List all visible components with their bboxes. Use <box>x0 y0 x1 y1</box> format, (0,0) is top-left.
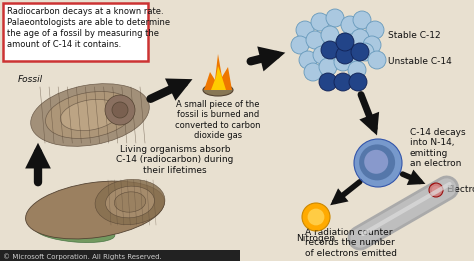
Circle shape <box>348 61 366 79</box>
Circle shape <box>429 183 443 197</box>
Circle shape <box>353 11 371 29</box>
Circle shape <box>366 21 384 39</box>
Ellipse shape <box>95 179 165 225</box>
Circle shape <box>302 203 330 231</box>
Circle shape <box>341 16 359 34</box>
Circle shape <box>351 43 369 61</box>
Circle shape <box>334 73 352 91</box>
Text: Stable C-12: Stable C-12 <box>388 31 441 39</box>
Ellipse shape <box>46 92 135 139</box>
FancyBboxPatch shape <box>0 250 240 261</box>
Circle shape <box>356 43 374 61</box>
Circle shape <box>112 102 128 118</box>
Circle shape <box>368 51 386 69</box>
Circle shape <box>304 63 322 81</box>
Polygon shape <box>211 66 226 90</box>
Circle shape <box>336 33 354 51</box>
Ellipse shape <box>203 84 233 96</box>
Circle shape <box>336 46 354 64</box>
Text: Electron: Electron <box>446 186 474 194</box>
Circle shape <box>343 49 361 67</box>
Circle shape <box>364 150 388 174</box>
Circle shape <box>351 29 369 47</box>
Circle shape <box>334 53 352 71</box>
Ellipse shape <box>106 186 155 218</box>
Text: Fossil: Fossil <box>18 75 43 84</box>
Text: © Microsoft Corporation. All Rights Reserved.: © Microsoft Corporation. All Rights Rese… <box>3 254 162 260</box>
Text: C-14 decays
into N-14,
emitting
an electron: C-14 decays into N-14, emitting an elect… <box>410 128 465 168</box>
Circle shape <box>291 36 309 54</box>
Text: Unstable C-14: Unstable C-14 <box>388 57 452 67</box>
Ellipse shape <box>114 192 146 212</box>
Circle shape <box>336 33 354 51</box>
Ellipse shape <box>31 84 149 146</box>
Text: Radiocarbon decays at a known rate.
Palaeontologists are able to determine
the a: Radiocarbon decays at a known rate. Pala… <box>7 7 170 49</box>
Ellipse shape <box>60 99 119 131</box>
Text: Living organisms absorb
C-14 (radiocarbon) during
their lifetimes: Living organisms absorb C-14 (radiocarbo… <box>116 145 234 175</box>
Circle shape <box>308 209 324 226</box>
Polygon shape <box>204 54 232 90</box>
Circle shape <box>359 144 395 180</box>
Circle shape <box>326 9 344 27</box>
Circle shape <box>105 95 135 125</box>
Ellipse shape <box>26 181 164 239</box>
Circle shape <box>299 51 317 69</box>
Circle shape <box>319 73 337 91</box>
Text: Nitrogen: Nitrogen <box>296 234 336 243</box>
Circle shape <box>321 41 339 59</box>
Circle shape <box>313 46 331 64</box>
Circle shape <box>319 58 337 76</box>
Text: A small piece of the
fossil is burned and
converted to carbon
dioxide gas: A small piece of the fossil is burned an… <box>175 100 261 140</box>
Circle shape <box>321 26 339 44</box>
Text: A radiation counter
records the number
of electrons emitted: A radiation counter records the number o… <box>305 228 397 258</box>
Ellipse shape <box>35 221 115 242</box>
Circle shape <box>306 31 324 49</box>
Circle shape <box>432 186 440 194</box>
Circle shape <box>349 73 367 91</box>
Circle shape <box>363 36 381 54</box>
Circle shape <box>354 139 402 187</box>
FancyBboxPatch shape <box>3 3 148 61</box>
Circle shape <box>311 13 329 31</box>
Circle shape <box>329 41 347 59</box>
Circle shape <box>296 21 314 39</box>
